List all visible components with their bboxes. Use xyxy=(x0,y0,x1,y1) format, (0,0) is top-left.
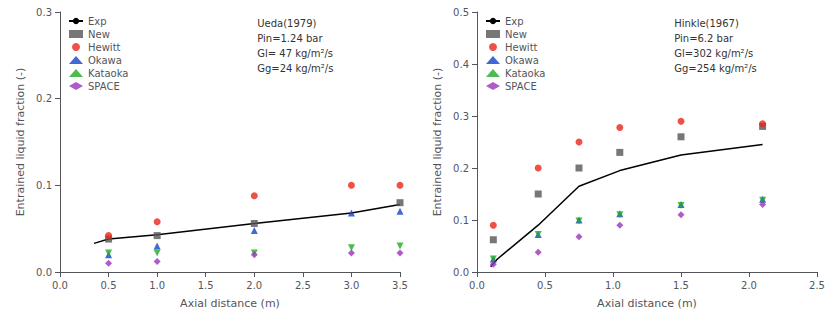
svg-text:SPACE: SPACE xyxy=(88,81,120,92)
svg-text:Axial distance (m): Axial distance (m) xyxy=(597,297,697,310)
svg-text:Ueda(1979): Ueda(1979) xyxy=(257,18,316,29)
svg-text:1.5: 1.5 xyxy=(198,280,214,291)
svg-text:0.0: 0.0 xyxy=(52,280,68,291)
svg-text:Axial distance (m): Axial distance (m) xyxy=(180,297,280,310)
svg-text:0.4: 0.4 xyxy=(453,59,469,70)
svg-text:1.5: 1.5 xyxy=(673,280,689,291)
svg-text:0.1: 0.1 xyxy=(36,180,52,191)
svg-text:New: New xyxy=(88,29,110,40)
svg-text:0.5: 0.5 xyxy=(453,7,469,18)
svg-text:2.5: 2.5 xyxy=(809,280,825,291)
svg-text:3.0: 3.0 xyxy=(343,280,359,291)
svg-text:0.1: 0.1 xyxy=(453,215,469,226)
svg-text:3.5: 3.5 xyxy=(392,280,408,291)
svg-text:Gl= 47 kg/m²/s: Gl= 47 kg/m²/s xyxy=(257,48,333,59)
svg-text:Exp: Exp xyxy=(505,16,524,27)
svg-text:0.0: 0.0 xyxy=(469,280,485,291)
svg-text:0.5: 0.5 xyxy=(537,280,553,291)
svg-text:Exp: Exp xyxy=(88,16,107,27)
svg-text:0.0: 0.0 xyxy=(36,267,52,278)
svg-text:2.5: 2.5 xyxy=(295,280,311,291)
svg-text:Pin=1.24 bar: Pin=1.24 bar xyxy=(257,33,323,44)
svg-text:0.2: 0.2 xyxy=(36,93,52,104)
svg-text:Hinkle(1967): Hinkle(1967) xyxy=(674,18,739,29)
svg-text:0.3: 0.3 xyxy=(36,7,52,18)
svg-text:Gg=24 kg/m²/s: Gg=24 kg/m²/s xyxy=(257,63,333,74)
svg-text:Kataoka: Kataoka xyxy=(88,68,128,79)
svg-text:0.2: 0.2 xyxy=(453,163,469,174)
svg-text:Gg=254 kg/m²/s: Gg=254 kg/m²/s xyxy=(674,63,757,74)
svg-text:Okawa: Okawa xyxy=(505,55,539,66)
svg-text:Gl=302 kg/m²/s: Gl=302 kg/m²/s xyxy=(674,48,753,59)
svg-text:Okawa: Okawa xyxy=(88,55,122,66)
svg-text:0.0: 0.0 xyxy=(453,267,469,278)
svg-text:New: New xyxy=(505,29,527,40)
svg-text:0.5: 0.5 xyxy=(101,280,117,291)
svg-text:2.0: 2.0 xyxy=(246,280,262,291)
svg-text:2.0: 2.0 xyxy=(741,280,757,291)
svg-text:1.0: 1.0 xyxy=(605,280,621,291)
svg-text:SPACE: SPACE xyxy=(505,81,537,92)
svg-text:Entrained liquid fraction (-): Entrained liquid fraction (-) xyxy=(14,68,27,217)
svg-text:Hewitt: Hewitt xyxy=(505,42,538,53)
svg-text:1.0: 1.0 xyxy=(149,280,165,291)
svg-text:Kataoka: Kataoka xyxy=(505,68,545,79)
svg-text:Hewitt: Hewitt xyxy=(88,42,121,53)
svg-text:0.3: 0.3 xyxy=(453,111,469,122)
svg-text:Pin=6.2 bar: Pin=6.2 bar xyxy=(674,33,734,44)
svg-text:Entrained liquid fraction (-): Entrained liquid fraction (-) xyxy=(431,68,444,217)
